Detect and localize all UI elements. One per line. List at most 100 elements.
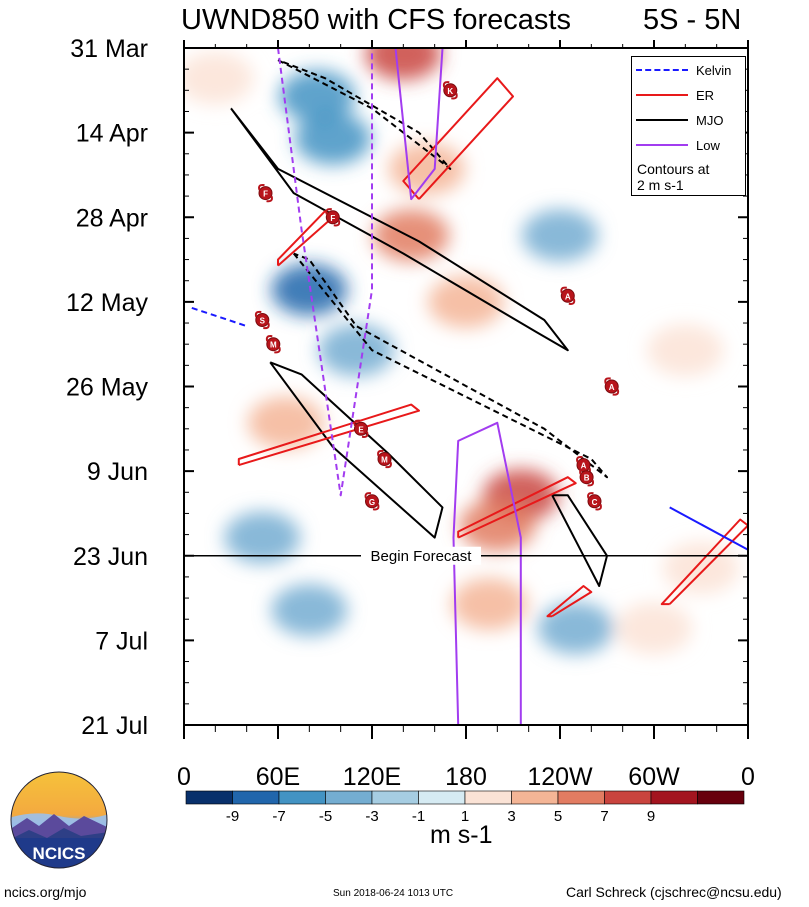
x-tick-label: 180 [445,763,487,791]
colorbar-tick-label: -5 [319,808,332,825]
contour-low [277,48,373,497]
storm-marker: M [265,335,281,354]
shading-blob [294,112,371,165]
shading-blob [616,602,692,655]
x-axis: 0 60E 120E 180 120W 60W 0 [177,40,755,791]
shading-blob [522,209,598,262]
x-tick-label: 120E [343,763,401,791]
x-tick-label: 120W [527,763,593,791]
legend-label: Low [696,137,720,153]
y-tick-label: 26 May [66,374,148,402]
shading-blob [428,275,504,328]
legend-swatch [636,144,688,146]
shading-blob [388,142,465,195]
contour-mjo [292,252,608,479]
region-label: 5S - 5N [643,4,742,36]
storm-marker-label: C [592,498,598,507]
colorbar-swatch [464,790,512,805]
colorbar-swatch [185,790,233,805]
shading-blob [271,584,348,637]
footer-author: Carl Schreck (cjschrec@ncsu.edu) [566,884,782,900]
colorbar-tick-label: 7 [600,808,608,825]
colorbar-tick-label: 9 [647,808,655,825]
storm-marker: A [560,286,576,305]
contour-er [402,77,514,200]
forecast-label-bg [361,546,481,565]
storm-marker: B [579,468,595,487]
shading-blob [663,541,739,594]
colorbar-tick-label: -7 [272,808,285,825]
legend-entry-mjo: MJO [636,112,724,128]
legend-note-line: 2 m s-1 [637,177,684,193]
legend-entry-low: Low [636,137,720,153]
storm-marker-label: F [330,214,335,223]
footer-timestamp: Sun 2018-06-24 1013 UTC [333,888,454,899]
contour-low [452,421,522,725]
legend-swatch [636,119,688,121]
storm-marker-label: A [565,292,571,301]
forecast-label: Begin Forecast [371,548,473,565]
shading-blob [271,263,348,316]
shading-blob [247,396,324,449]
contour-low [394,48,444,201]
y-tick-label: 7 Jul [95,627,148,655]
colorbar-swatch [650,790,698,805]
x-tick-label: 0 [177,763,191,791]
storm-marker-label: A [581,462,587,471]
storm-marker: F [325,208,341,227]
shading-blob [647,324,724,377]
storm-marker: E [353,419,369,438]
legend-entry-kelvin: Kelvin [636,62,732,78]
y-tick-label: 21 Jul [81,712,148,740]
colorbar-tick-label: -9 [226,808,239,825]
colorbar-swatch [278,790,326,805]
y-tick-label: 9 Jun [87,458,148,486]
shading-blob [365,48,442,81]
x-tick-label: 60E [256,763,300,791]
storm-marker: K [442,81,458,100]
colorbar-tick-label: 3 [507,808,515,825]
colorbar-swatch [371,790,419,805]
storm-marker-label: K [447,87,453,96]
ncics-logo: NCICS [9,770,109,870]
legend-swatch [636,69,688,71]
contour-er [546,585,593,618]
colorbar-swatch [418,790,466,805]
footer-url: ncics.org/mjo [4,884,87,900]
colorbar-tick-label: 5 [554,808,562,825]
legend-note: Contours at 2 m s-1 [637,161,709,193]
legend-note-line: Contours at [637,161,710,177]
legend-entry-er: ER [636,87,715,103]
contour-er [457,476,577,539]
y-tick-label: 31 Mar [70,35,148,63]
y-tick-label: 12 May [66,289,148,317]
chart-title: UWND850 with CFS forecasts [181,4,571,36]
colorbar-swatch [325,790,373,805]
shading-blob [537,602,614,655]
legend-label: MJO [696,112,724,128]
contour-er [277,210,334,267]
legend: Kelvin ER MJO Low Contours at 2 m s-1 [631,56,746,196]
logo-text: NCICS [33,844,86,863]
y-tick-label: 23 Jun [73,543,148,571]
storm-marker-label: G [369,498,375,507]
colorbar: -9 -7 -5 -3 -1 1 3 5 7 9 [185,790,745,825]
legend-label: Kelvin [696,62,732,78]
shading-blob [279,70,356,123]
colorbar-tick-label: -1 [412,808,425,825]
x-tick-label: 0 [741,763,755,791]
colorbar-swatch [511,790,559,805]
y-tick-label: 28 Apr [76,204,148,232]
shading-blob [224,511,301,564]
storm-marker-label: E [358,425,364,434]
storm-marker: A [604,377,620,396]
storm-marker: S [254,310,270,330]
colorbar-tick-label: -3 [365,808,378,825]
colorbar-swatch [232,790,280,805]
storm-marker-label: A [609,383,615,392]
shading-blob [451,578,528,631]
colorbar-swatch [604,790,652,805]
contour-er [660,518,748,606]
legend-label: ER [696,87,715,103]
